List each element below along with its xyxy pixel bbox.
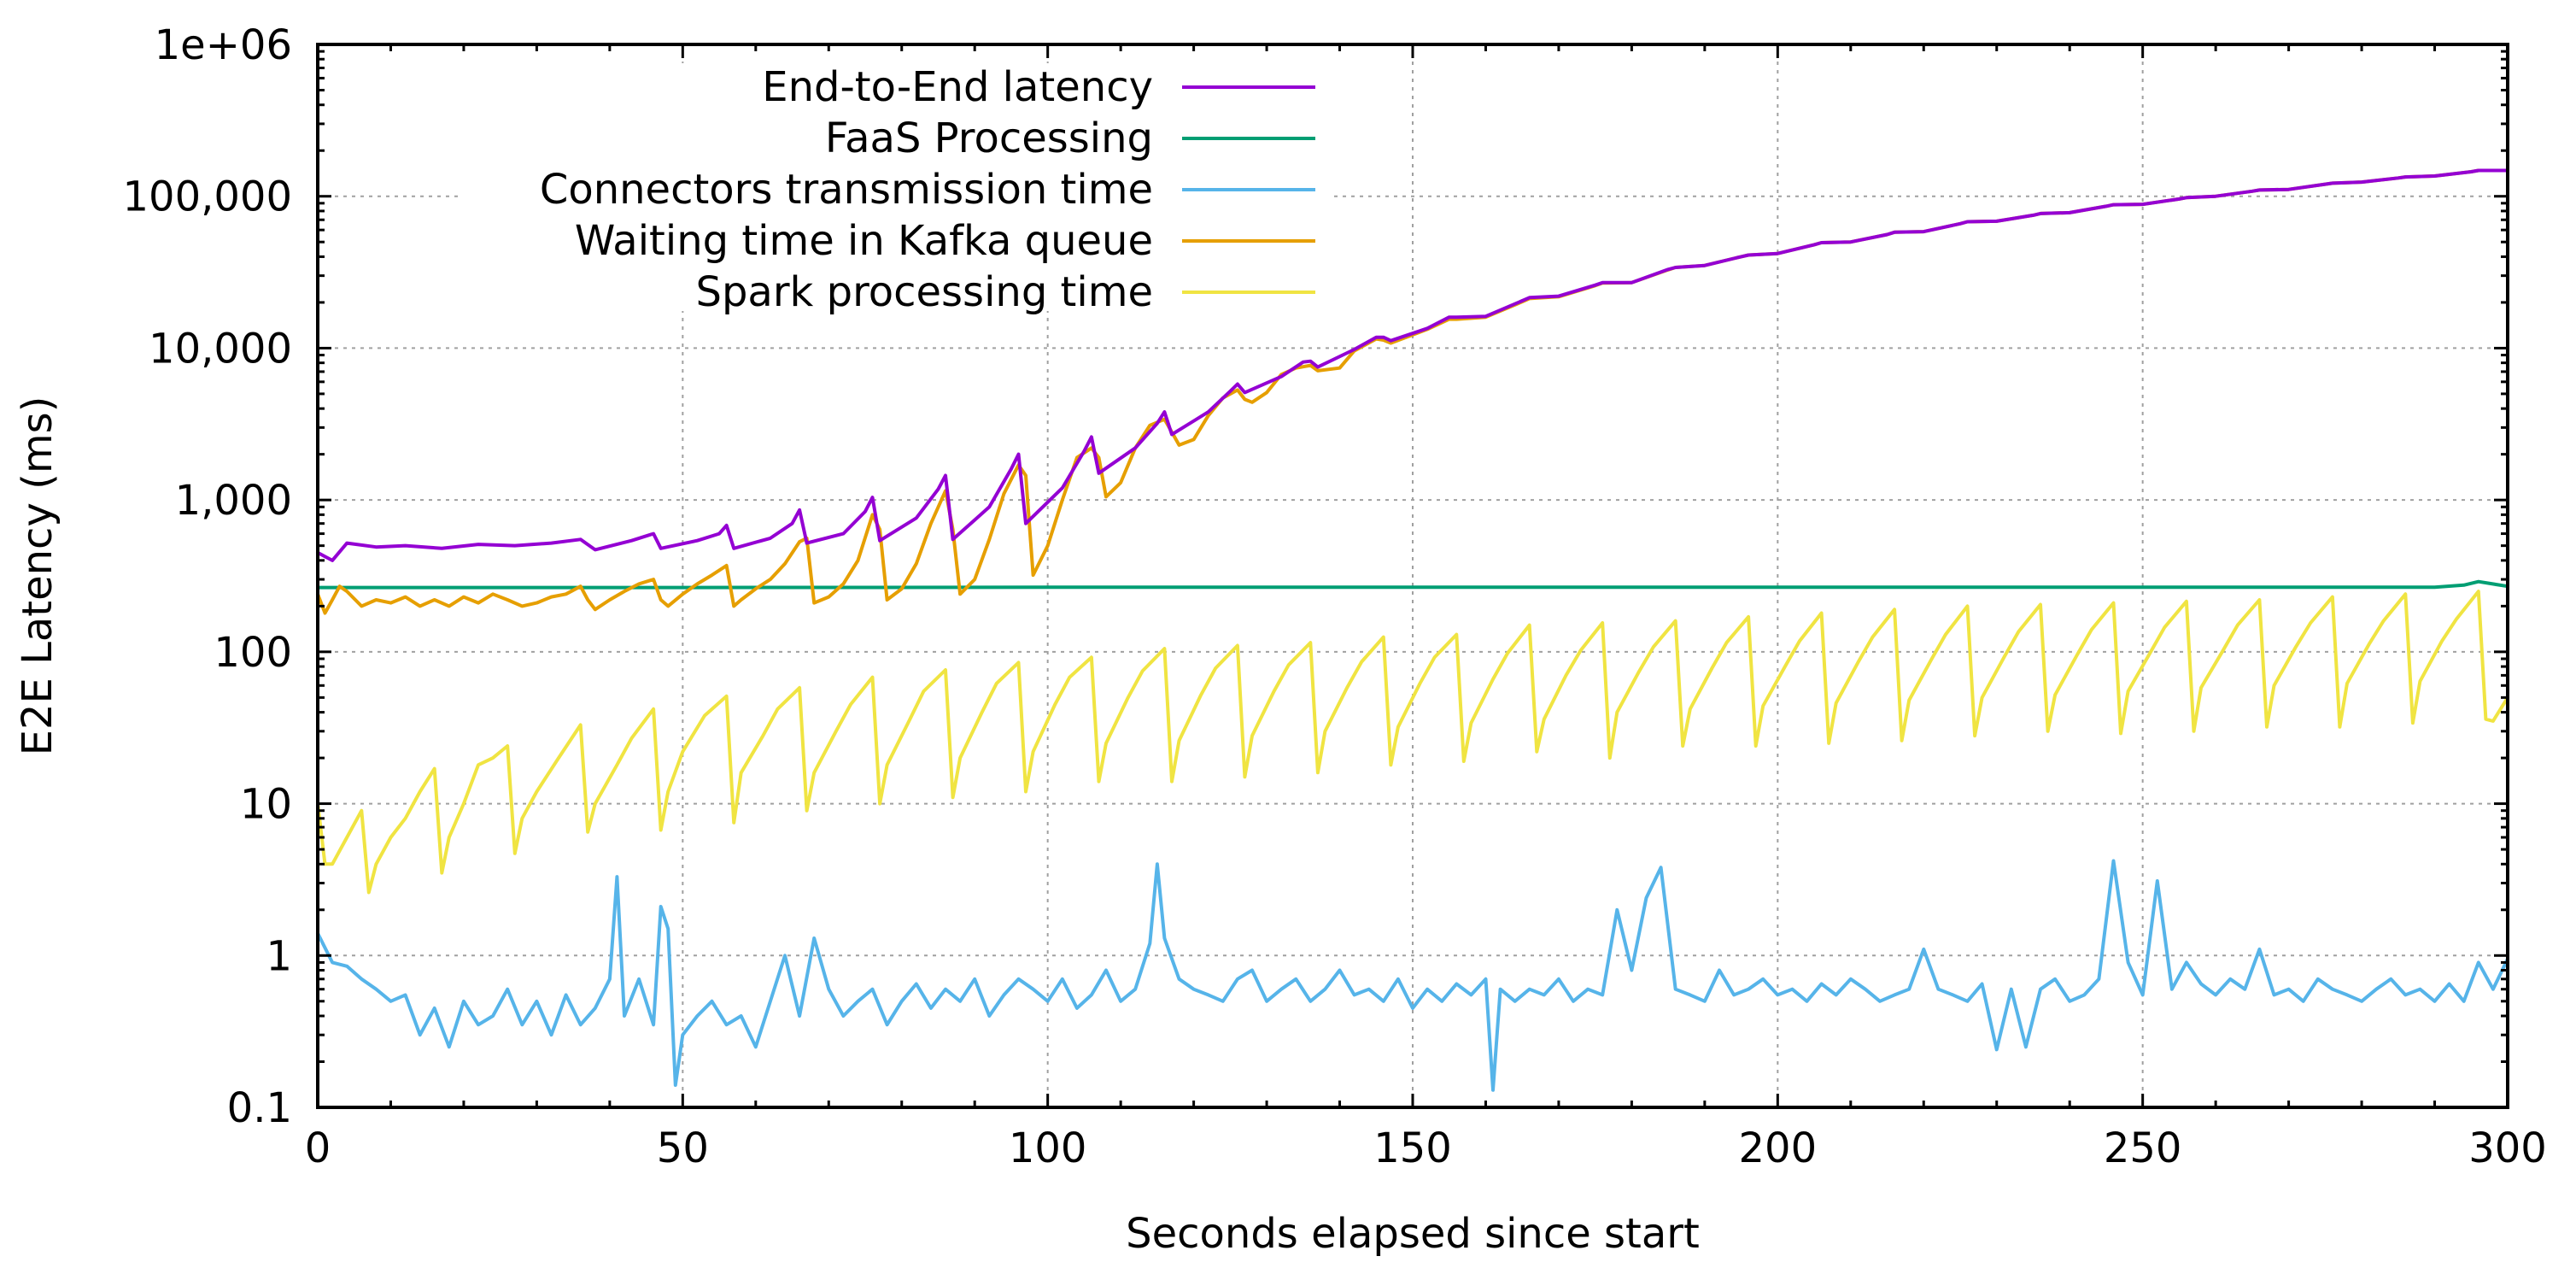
x-tick-label: 250 xyxy=(2104,1124,2182,1172)
x-tick-label: 100 xyxy=(1009,1124,1087,1172)
y-tick-label: 10 xyxy=(240,781,292,829)
x-tick-label: 0 xyxy=(305,1124,331,1172)
y-tick-labels: 0.1 1 10 100 1,000 10,000 100,000 1e+06 xyxy=(123,21,293,1132)
x-tick-label: 300 xyxy=(2468,1124,2547,1172)
grid xyxy=(318,44,2508,1107)
x-tick-label: 50 xyxy=(657,1124,709,1172)
legend-label-end-to-end-latency: End-to-End latency xyxy=(762,63,1153,111)
legend-label-faas-processing: FaaS Processing xyxy=(825,114,1153,162)
legend-label-waiting-time-in-kafka-queue: Waiting time in Kafka queue xyxy=(575,217,1153,265)
x-tick-labels: 0 50 100 150 200 250 300 xyxy=(305,1124,2547,1172)
series-line-connectors-transmission-time xyxy=(316,859,2509,1092)
series-line-end-to-end-latency xyxy=(316,168,2509,562)
y-tick-label: 1e+06 xyxy=(155,21,292,69)
y-axis-title: E2E Latency (ms) xyxy=(14,396,61,756)
series-line-faas-processing xyxy=(316,579,2509,590)
y-tick-label: 1 xyxy=(266,932,292,980)
y-tick-label: 100,000 xyxy=(123,173,293,221)
y-tick-label: 10,000 xyxy=(149,325,292,373)
y-tick-label: 0.1 xyxy=(227,1084,292,1132)
legend-label-spark-processing-time: Spark processing time xyxy=(695,268,1153,316)
axis-ticks xyxy=(316,43,2509,1109)
x-tick-label: 200 xyxy=(1739,1124,1818,1172)
series-line-spark-processing-time xyxy=(316,590,2509,895)
y-tick-label: 1,000 xyxy=(175,477,292,525)
y-tick-label: 100 xyxy=(214,629,292,677)
x-axis-title: Seconds elapsed since start xyxy=(1126,1210,1700,1258)
legend-background xyxy=(461,63,1332,311)
x-tick-label: 150 xyxy=(1373,1124,1452,1172)
series-lines xyxy=(316,168,2509,1092)
legend-label-connectors-transmission-time: Connectors transmission time xyxy=(540,166,1153,214)
